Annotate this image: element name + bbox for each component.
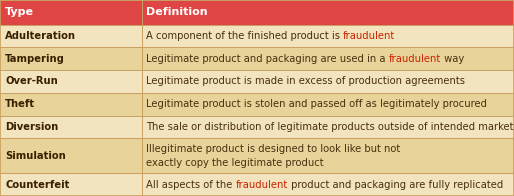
Text: Illegitimate product is designed to look like but not: Illegitimate product is designed to look… <box>146 144 400 154</box>
Bar <box>0 138 514 173</box>
Text: Type: Type <box>5 7 34 17</box>
Text: Adulteration: Adulteration <box>5 31 76 41</box>
Bar <box>0 0 514 25</box>
Text: The sale or distribution of legitimate products outside of intended markets: The sale or distribution of legitimate p… <box>146 122 514 132</box>
Text: Over-Run: Over-Run <box>5 76 58 86</box>
Text: fraudulent: fraudulent <box>235 180 288 190</box>
Text: All aspects of the: All aspects of the <box>146 180 235 190</box>
Bar <box>0 70 514 93</box>
Bar <box>0 115 514 138</box>
Text: Counterfeit: Counterfeit <box>5 180 69 190</box>
Text: fraudulent: fraudulent <box>343 31 395 41</box>
Text: Definition: Definition <box>146 7 208 17</box>
Text: Tampering: Tampering <box>5 54 65 64</box>
Text: way: way <box>441 54 464 64</box>
Text: Legitimate product and packaging are used in a: Legitimate product and packaging are use… <box>146 54 389 64</box>
Text: Simulation: Simulation <box>5 151 66 161</box>
Text: exactly copy the legitimate product: exactly copy the legitimate product <box>146 158 324 168</box>
Bar <box>0 47 514 70</box>
Text: A component of the finished product is: A component of the finished product is <box>146 31 343 41</box>
Text: Theft: Theft <box>5 99 35 109</box>
Bar <box>0 173 514 196</box>
Text: fraudulent: fraudulent <box>389 54 441 64</box>
Text: product and packaging are fully replicated: product and packaging are fully replicat… <box>288 180 503 190</box>
Bar <box>0 25 514 47</box>
Text: Legitimate product is stolen and passed off as legitimately procured: Legitimate product is stolen and passed … <box>146 99 487 109</box>
Text: Diversion: Diversion <box>5 122 58 132</box>
Bar <box>0 93 514 115</box>
Text: Legitimate product is made in excess of production agreements: Legitimate product is made in excess of … <box>146 76 465 86</box>
